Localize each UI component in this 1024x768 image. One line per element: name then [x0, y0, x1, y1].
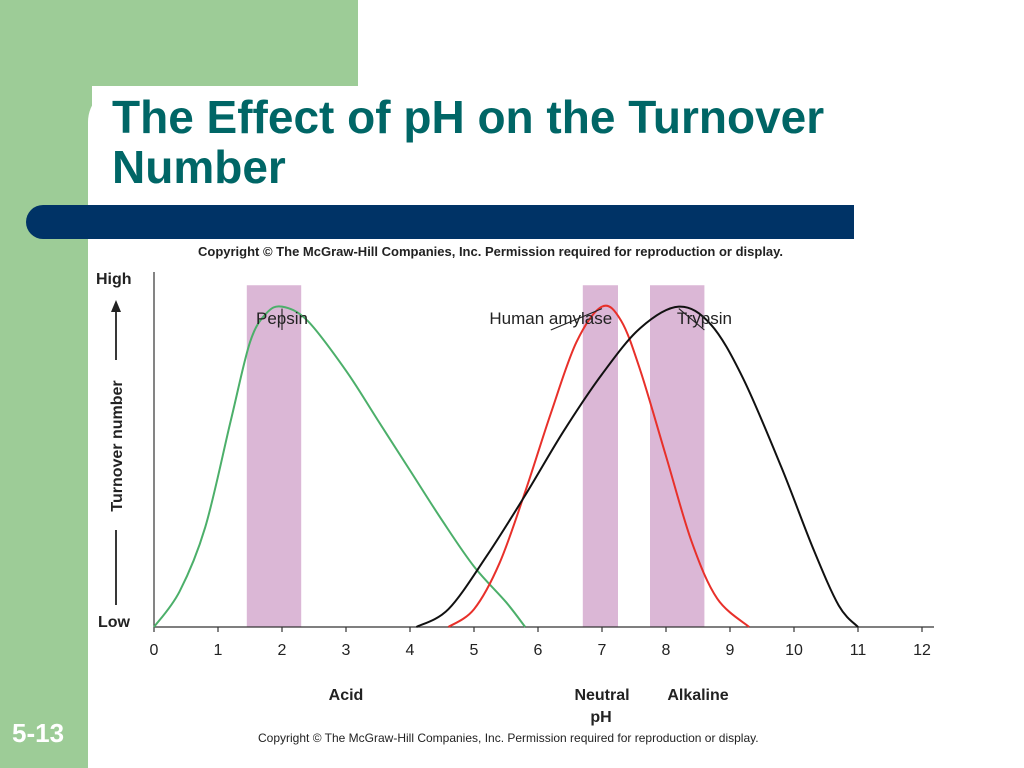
- curve-pepsin: [153, 305, 526, 628]
- copyright-notice-bottom: Copyright © The McGraw-Hill Companies, I…: [258, 731, 759, 745]
- optimum-band-human-amylase: [582, 285, 618, 627]
- y-axis-label: Turnover number: [109, 380, 126, 511]
- content-panel: [88, 86, 1024, 768]
- x-tick-label: 2: [278, 642, 287, 659]
- x-tick-label: 6: [534, 642, 543, 659]
- series-label-human-amylase: Human amylase: [489, 309, 612, 328]
- curve-human-amylase: [447, 304, 750, 628]
- y-high-label: High: [96, 271, 132, 288]
- callout-line-human-amylase: [550, 308, 603, 331]
- background-green-strip: [0, 0, 92, 768]
- x-tick-label: 11: [850, 642, 867, 659]
- slide-title: The Effect of pH on the Turnover Number: [112, 91, 825, 193]
- x-tick-label: 0: [150, 642, 159, 659]
- callout-line-trypsin: [678, 308, 705, 331]
- x-tick-label: 3: [342, 642, 351, 659]
- background-green-top: [0, 0, 358, 86]
- x-tick-label: 9: [726, 642, 735, 659]
- x-tick-label: 10: [785, 642, 803, 659]
- y-low-label: Low: [98, 614, 131, 631]
- series-label-pepsin: Pepsin: [256, 309, 308, 328]
- x-tick-label: 12: [913, 642, 931, 659]
- x-tick-label: 1: [214, 642, 223, 659]
- curve-trypsin: [415, 305, 859, 628]
- slide-number: 5-13: [12, 718, 65, 748]
- region-label-alkaline: Alkaline: [667, 687, 728, 704]
- x-axis-label: pH: [590, 709, 611, 726]
- title-divider-bar: [26, 205, 854, 239]
- y-arrow-head: [111, 300, 121, 312]
- optimum-band-pepsin: [246, 285, 302, 627]
- x-tick-label: 7: [598, 642, 607, 659]
- region-label-neutral: Neutral: [574, 687, 629, 704]
- optimum-band-trypsin: [650, 285, 705, 627]
- x-tick-label: 5: [470, 642, 479, 659]
- x-tick-label: 8: [662, 642, 671, 659]
- x-tick-label: 4: [406, 642, 415, 659]
- series-label-trypsin: Trypsin: [677, 309, 732, 328]
- region-label-acid: Acid: [329, 687, 364, 704]
- copyright-notice-top: Copyright © The McGraw-Hill Companies, I…: [198, 244, 784, 259]
